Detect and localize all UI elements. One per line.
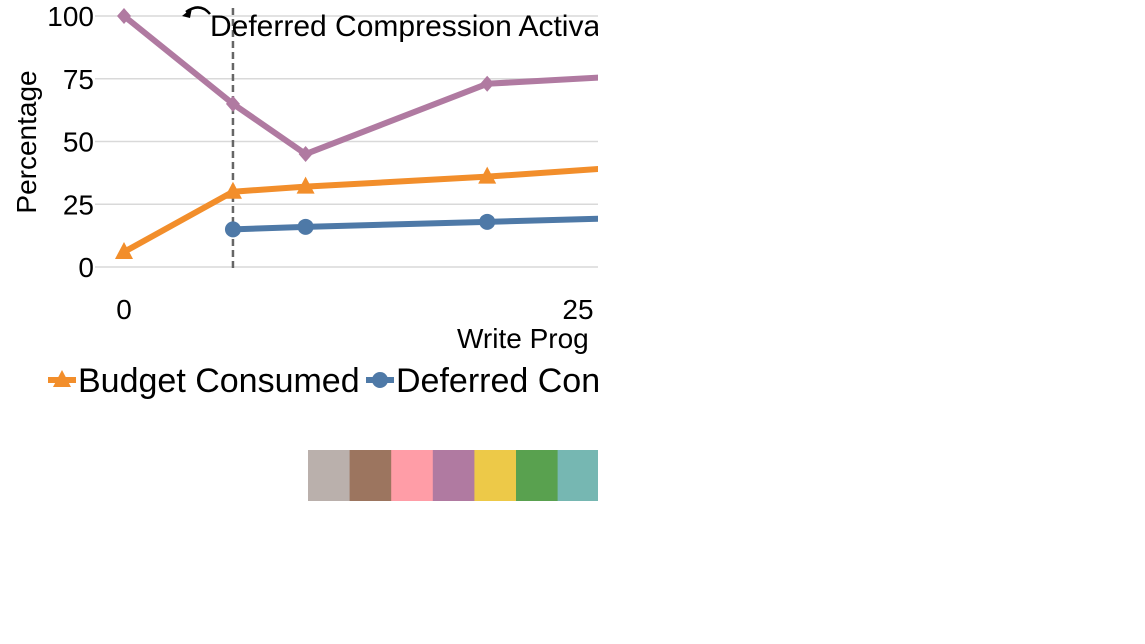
tick-labels: 0 25 50 75 100 0 25 50 [47, 1, 1047, 325]
legend-label: Budget Consumed [78, 362, 360, 400]
data-point-marker [478, 166, 497, 184]
data-point-marker [661, 209, 677, 225]
color-swatch [474, 450, 517, 501]
data-point-marker [224, 221, 241, 238]
data-point-marker [662, 66, 676, 82]
data-point-marker [53, 370, 71, 387]
data-point-marker [479, 213, 496, 230]
y-tick-label: 100 [47, 1, 94, 32]
data-point-marker [223, 181, 242, 199]
data-point-marker [372, 372, 388, 388]
annotation-arrowhead-icon [182, 8, 192, 18]
color-swatch [557, 450, 598, 501]
x-tick-label: 25 [562, 294, 593, 325]
data-point-marker [480, 75, 495, 92]
annotation-arrow-icon [185, 6, 211, 15]
series-line [121, 13, 598, 158]
data-point-marker [225, 95, 240, 112]
y-tick-label: 25 [63, 189, 94, 220]
data-point-marker [115, 241, 133, 259]
x-tick-label: 50 [1016, 294, 1047, 325]
color-swatch [391, 450, 434, 501]
data-point-marker [1024, 199, 1040, 215]
data-point-marker [843, 38, 857, 54]
y-tick-label: 50 [63, 127, 94, 158]
y-tick-label: 0 [78, 252, 94, 283]
legend: Budget Consumed Deferred Con [48, 362, 600, 400]
axis-labels: Percentage Write Prog Deferred Compressi… [11, 6, 600, 354]
y-axis-label: Percentage [11, 70, 42, 213]
series-line [229, 215, 598, 233]
data-point-marker [296, 176, 315, 194]
series-line [121, 165, 598, 255]
color-swatches [308, 450, 598, 501]
data-point-marker [841, 147, 859, 164]
data-point-marker [1025, 81, 1039, 97]
series-layer [115, 8, 1041, 259]
data-point-marker [842, 204, 858, 220]
data-point-marker [1023, 139, 1041, 156]
color-swatch [349, 450, 392, 501]
annotation-label: Deferred Compression Activa [210, 10, 600, 43]
data-point-marker [297, 218, 314, 235]
x-axis-label: Write Prog [457, 323, 589, 354]
data-point-marker [298, 146, 313, 163]
gridlines [95, 15, 598, 268]
color-swatch [516, 450, 558, 501]
color-swatch [308, 450, 350, 501]
data-point-marker [660, 154, 678, 171]
legend-label: Deferred Con [396, 362, 600, 400]
data-point-marker [117, 8, 131, 24]
x-tick-label: 0 [116, 294, 132, 325]
color-swatch [432, 450, 475, 501]
y-tick-label: 75 [63, 64, 94, 95]
